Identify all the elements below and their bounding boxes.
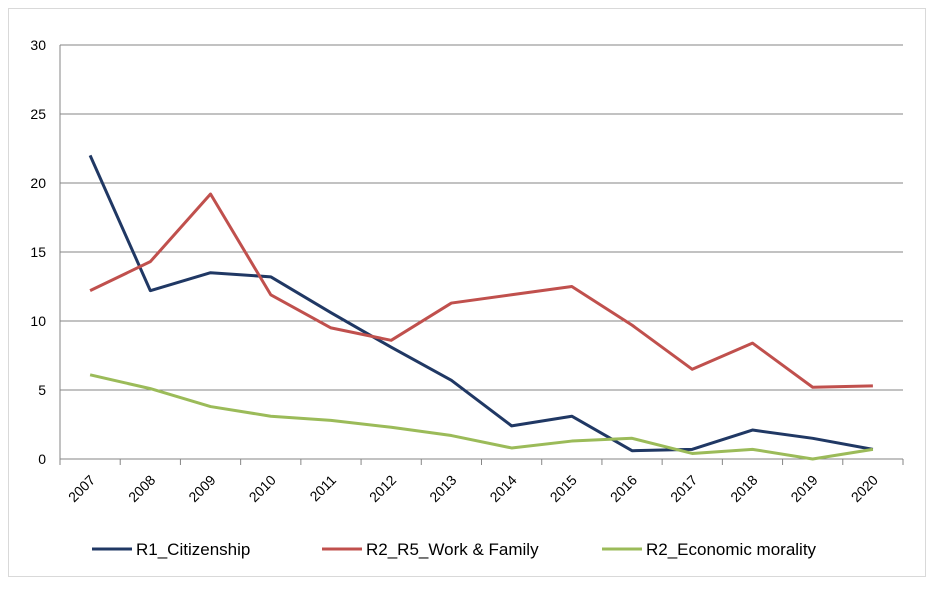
y-tick-label: 15 (30, 244, 46, 260)
y-tick-label: 30 (30, 37, 46, 53)
legend-label: R2_R5_Work & Family (366, 540, 539, 559)
series-line (89, 192, 873, 389)
series-line (88, 154, 874, 453)
y-tick-label: 10 (30, 313, 46, 329)
y-tick-label: 5 (38, 382, 46, 398)
chart-frame (8, 8, 926, 577)
series-line (89, 373, 874, 461)
y-tick-label: 25 (30, 106, 46, 122)
y-tick-label: 20 (30, 175, 46, 191)
y-tick-label: 0 (38, 451, 46, 467)
legend-label: R1_Citizenship (136, 540, 250, 559)
legend-label: R2_Economic morality (646, 540, 817, 559)
